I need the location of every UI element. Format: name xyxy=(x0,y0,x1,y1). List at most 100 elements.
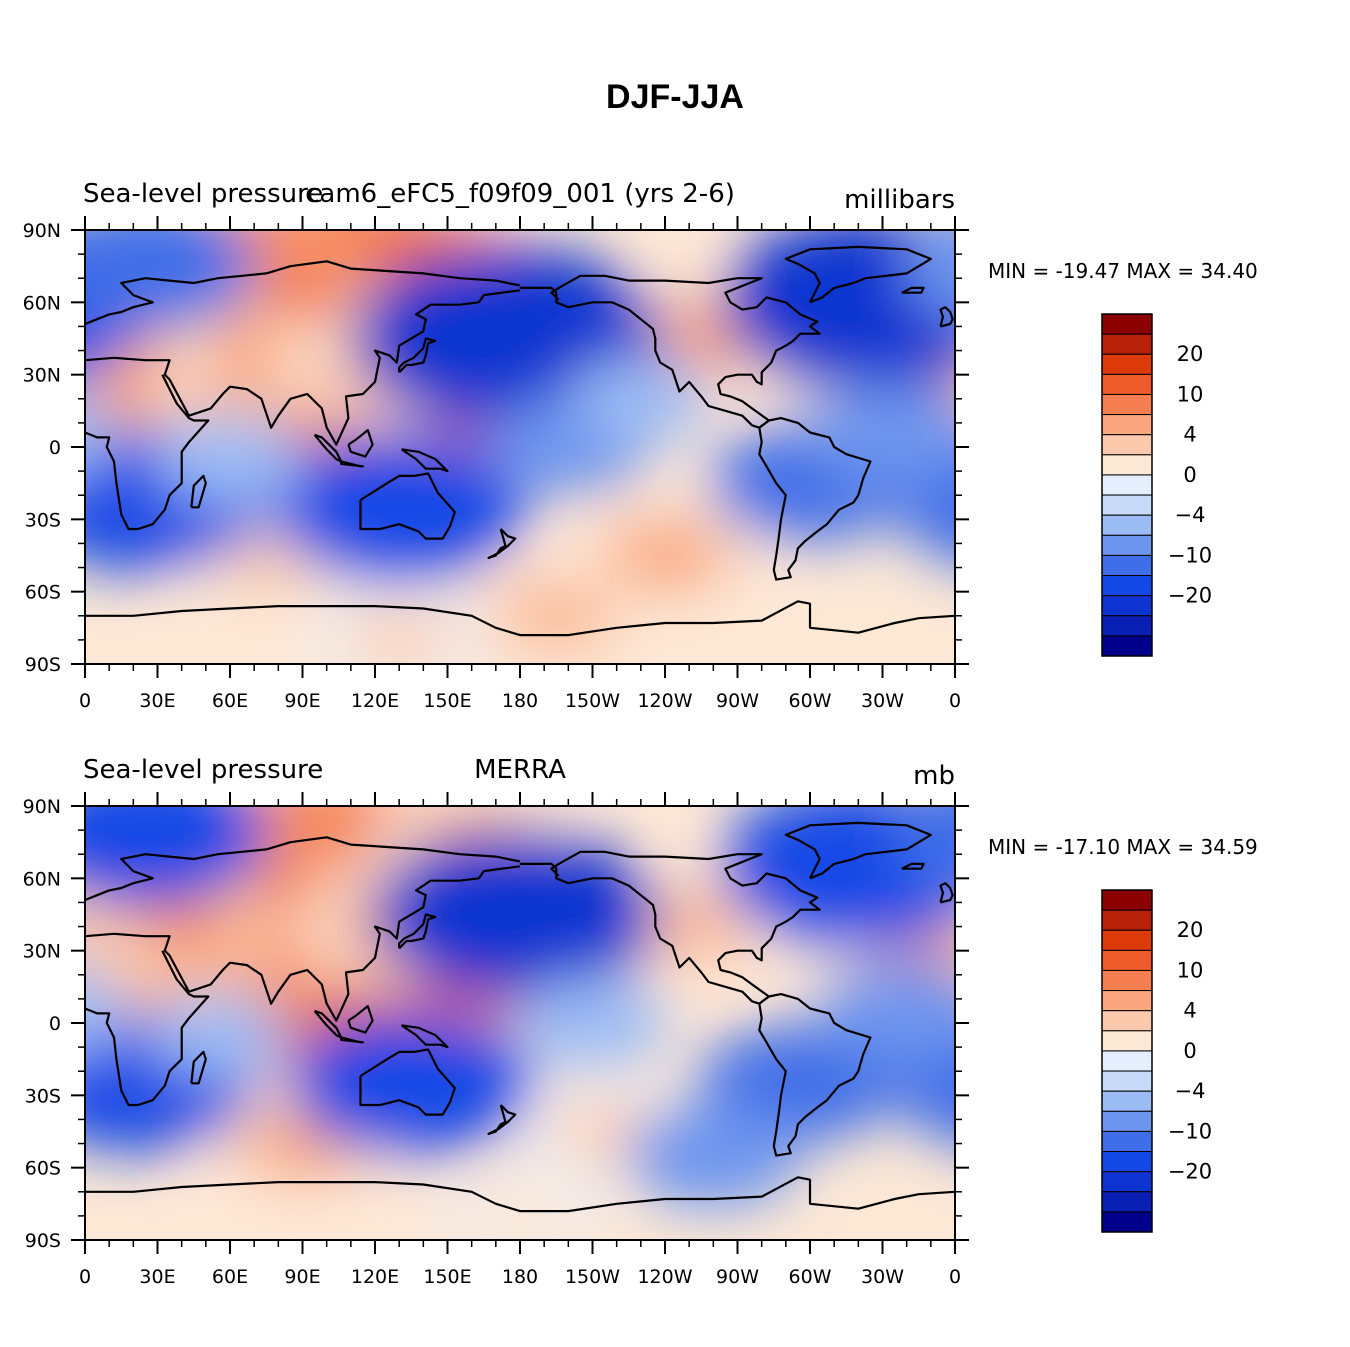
chart-svg-0: 90N 60N 30N 0 30S 60S 90S 0 30E 60E 90E 120E 150E 180… xyxy=(23,179,1258,712)
lon-label: 30W xyxy=(861,1266,904,1288)
coastline-3 xyxy=(190,1050,207,1085)
field-blob-12-3 xyxy=(825,275,916,330)
colorbar-box xyxy=(1101,514,1153,536)
coastline-5 xyxy=(487,1104,517,1135)
lon-label: 120W xyxy=(637,690,692,712)
coastline-14 xyxy=(758,993,872,1157)
field-blob-18-3 xyxy=(868,419,921,451)
colorbar-box xyxy=(1101,1211,1153,1233)
lat-label: 0 xyxy=(49,1013,61,1035)
coastline-6 xyxy=(398,337,437,374)
min-max-text: MIN = -17.10 MAX = 34.59 xyxy=(988,835,1258,859)
lon-label: 0 xyxy=(79,690,91,712)
colorbar-box xyxy=(1101,373,1153,395)
coastline-1 xyxy=(85,289,521,446)
colorbar-box xyxy=(1101,889,1153,911)
coastline-6 xyxy=(398,913,437,950)
coastline-16 xyxy=(901,286,925,294)
lon-label: 180 xyxy=(502,690,538,712)
field-blob-11-3 xyxy=(461,310,555,367)
lon-label: 150W xyxy=(565,1266,620,1288)
colorbar-box xyxy=(1101,1191,1153,1213)
colorbar-label: −10 xyxy=(1168,1119,1212,1143)
colorbar-label: −20 xyxy=(1168,1160,1212,1184)
lon-label: 30W xyxy=(861,690,904,712)
lon-label: 30E xyxy=(139,690,175,712)
field-blob-11-3 xyxy=(816,841,901,891)
colorbar-box xyxy=(1101,990,1153,1012)
field-blob-wrap-12 xyxy=(893,806,955,898)
units-label: mb xyxy=(913,761,955,791)
field-blob-13-3 xyxy=(374,1061,448,1105)
coastline-11 xyxy=(520,862,760,1005)
colorbar-label: 4 xyxy=(1183,999,1196,1023)
lon-label: 60E xyxy=(212,690,248,712)
colorbar-box xyxy=(1101,313,1153,335)
colorbar-box xyxy=(1101,474,1153,496)
left-title: Sea-level pressure xyxy=(83,755,323,785)
colorbar-box xyxy=(1101,554,1153,577)
lon-label: 30E xyxy=(139,1266,175,1288)
lon-label: 180 xyxy=(502,1266,538,1288)
lat-label: 30N xyxy=(23,365,61,387)
colorbar-label: 10 xyxy=(1177,382,1204,406)
coastline-14 xyxy=(758,417,872,581)
main-title: DJF-JJA xyxy=(606,78,744,116)
field-blob-12-3 xyxy=(108,813,183,857)
coastline-11 xyxy=(520,286,760,429)
field-blob-5-3 xyxy=(669,319,733,358)
field-blob-wrap-18 xyxy=(85,397,113,473)
field-blob-7-3 xyxy=(272,1125,333,1162)
lat-label: 60S xyxy=(25,1158,61,1180)
lat-label: 90N xyxy=(23,220,61,242)
lon-label: 150E xyxy=(423,1266,471,1288)
colorbar-frame xyxy=(1101,313,1153,657)
colorbar-box xyxy=(1101,1090,1153,1112)
lat-label: 30N xyxy=(23,941,61,963)
colorbar-label: 0 xyxy=(1183,463,1196,487)
colorbar-box xyxy=(1101,333,1153,355)
colorbar-box xyxy=(1101,353,1153,375)
coastline-9 xyxy=(340,460,364,468)
colorbar-label: 0 xyxy=(1183,1039,1196,1063)
coastline-2 xyxy=(85,950,210,1107)
lat-label: 60N xyxy=(23,868,61,890)
field-blob-15-3 xyxy=(768,1065,828,1101)
lon-label: 90W xyxy=(716,1266,759,1288)
coastline-13 xyxy=(784,245,932,304)
field-blob-13-3 xyxy=(112,246,179,286)
lon-label: 150E xyxy=(423,690,471,712)
colorbar-box xyxy=(1101,1070,1153,1092)
colorbar-box xyxy=(1101,494,1153,516)
lat-label: 30S xyxy=(25,1085,61,1107)
lon-label: 120E xyxy=(351,690,399,712)
coastline-12 xyxy=(550,274,821,429)
colorbar-box xyxy=(1101,909,1153,931)
colorbar-box xyxy=(1101,969,1153,992)
colorbar-box xyxy=(1101,1151,1153,1173)
field-blob-9-3 xyxy=(496,1202,544,1230)
colorbar-box xyxy=(1101,393,1153,416)
lat-label: 90S xyxy=(25,654,61,676)
colorbar-box xyxy=(1101,1110,1153,1132)
colorbar-box xyxy=(1101,414,1153,436)
lat-label: 60S xyxy=(25,582,61,604)
lat-label: 90N xyxy=(23,796,61,818)
coastline-9 xyxy=(340,1036,364,1044)
colorbar-box xyxy=(1101,929,1153,951)
coastline-13 xyxy=(784,821,932,880)
lon-label: 90E xyxy=(284,690,320,712)
coastline-16 xyxy=(901,862,925,870)
colorbar-label: −4 xyxy=(1175,1079,1206,1103)
lon-label: 60W xyxy=(789,1266,832,1288)
colorbar-box xyxy=(1101,1171,1153,1193)
field-blob-8-3 xyxy=(579,1116,630,1147)
coastline-10 xyxy=(400,448,449,473)
colorbar-box xyxy=(1101,635,1153,657)
lon-label: 0 xyxy=(79,1266,91,1288)
field-blob-18-3 xyxy=(880,995,934,1027)
colorbar-box xyxy=(1101,595,1153,617)
colorbar-frame xyxy=(1101,889,1153,1233)
lon-label: 150W xyxy=(565,690,620,712)
coastline-12 xyxy=(550,850,821,1005)
